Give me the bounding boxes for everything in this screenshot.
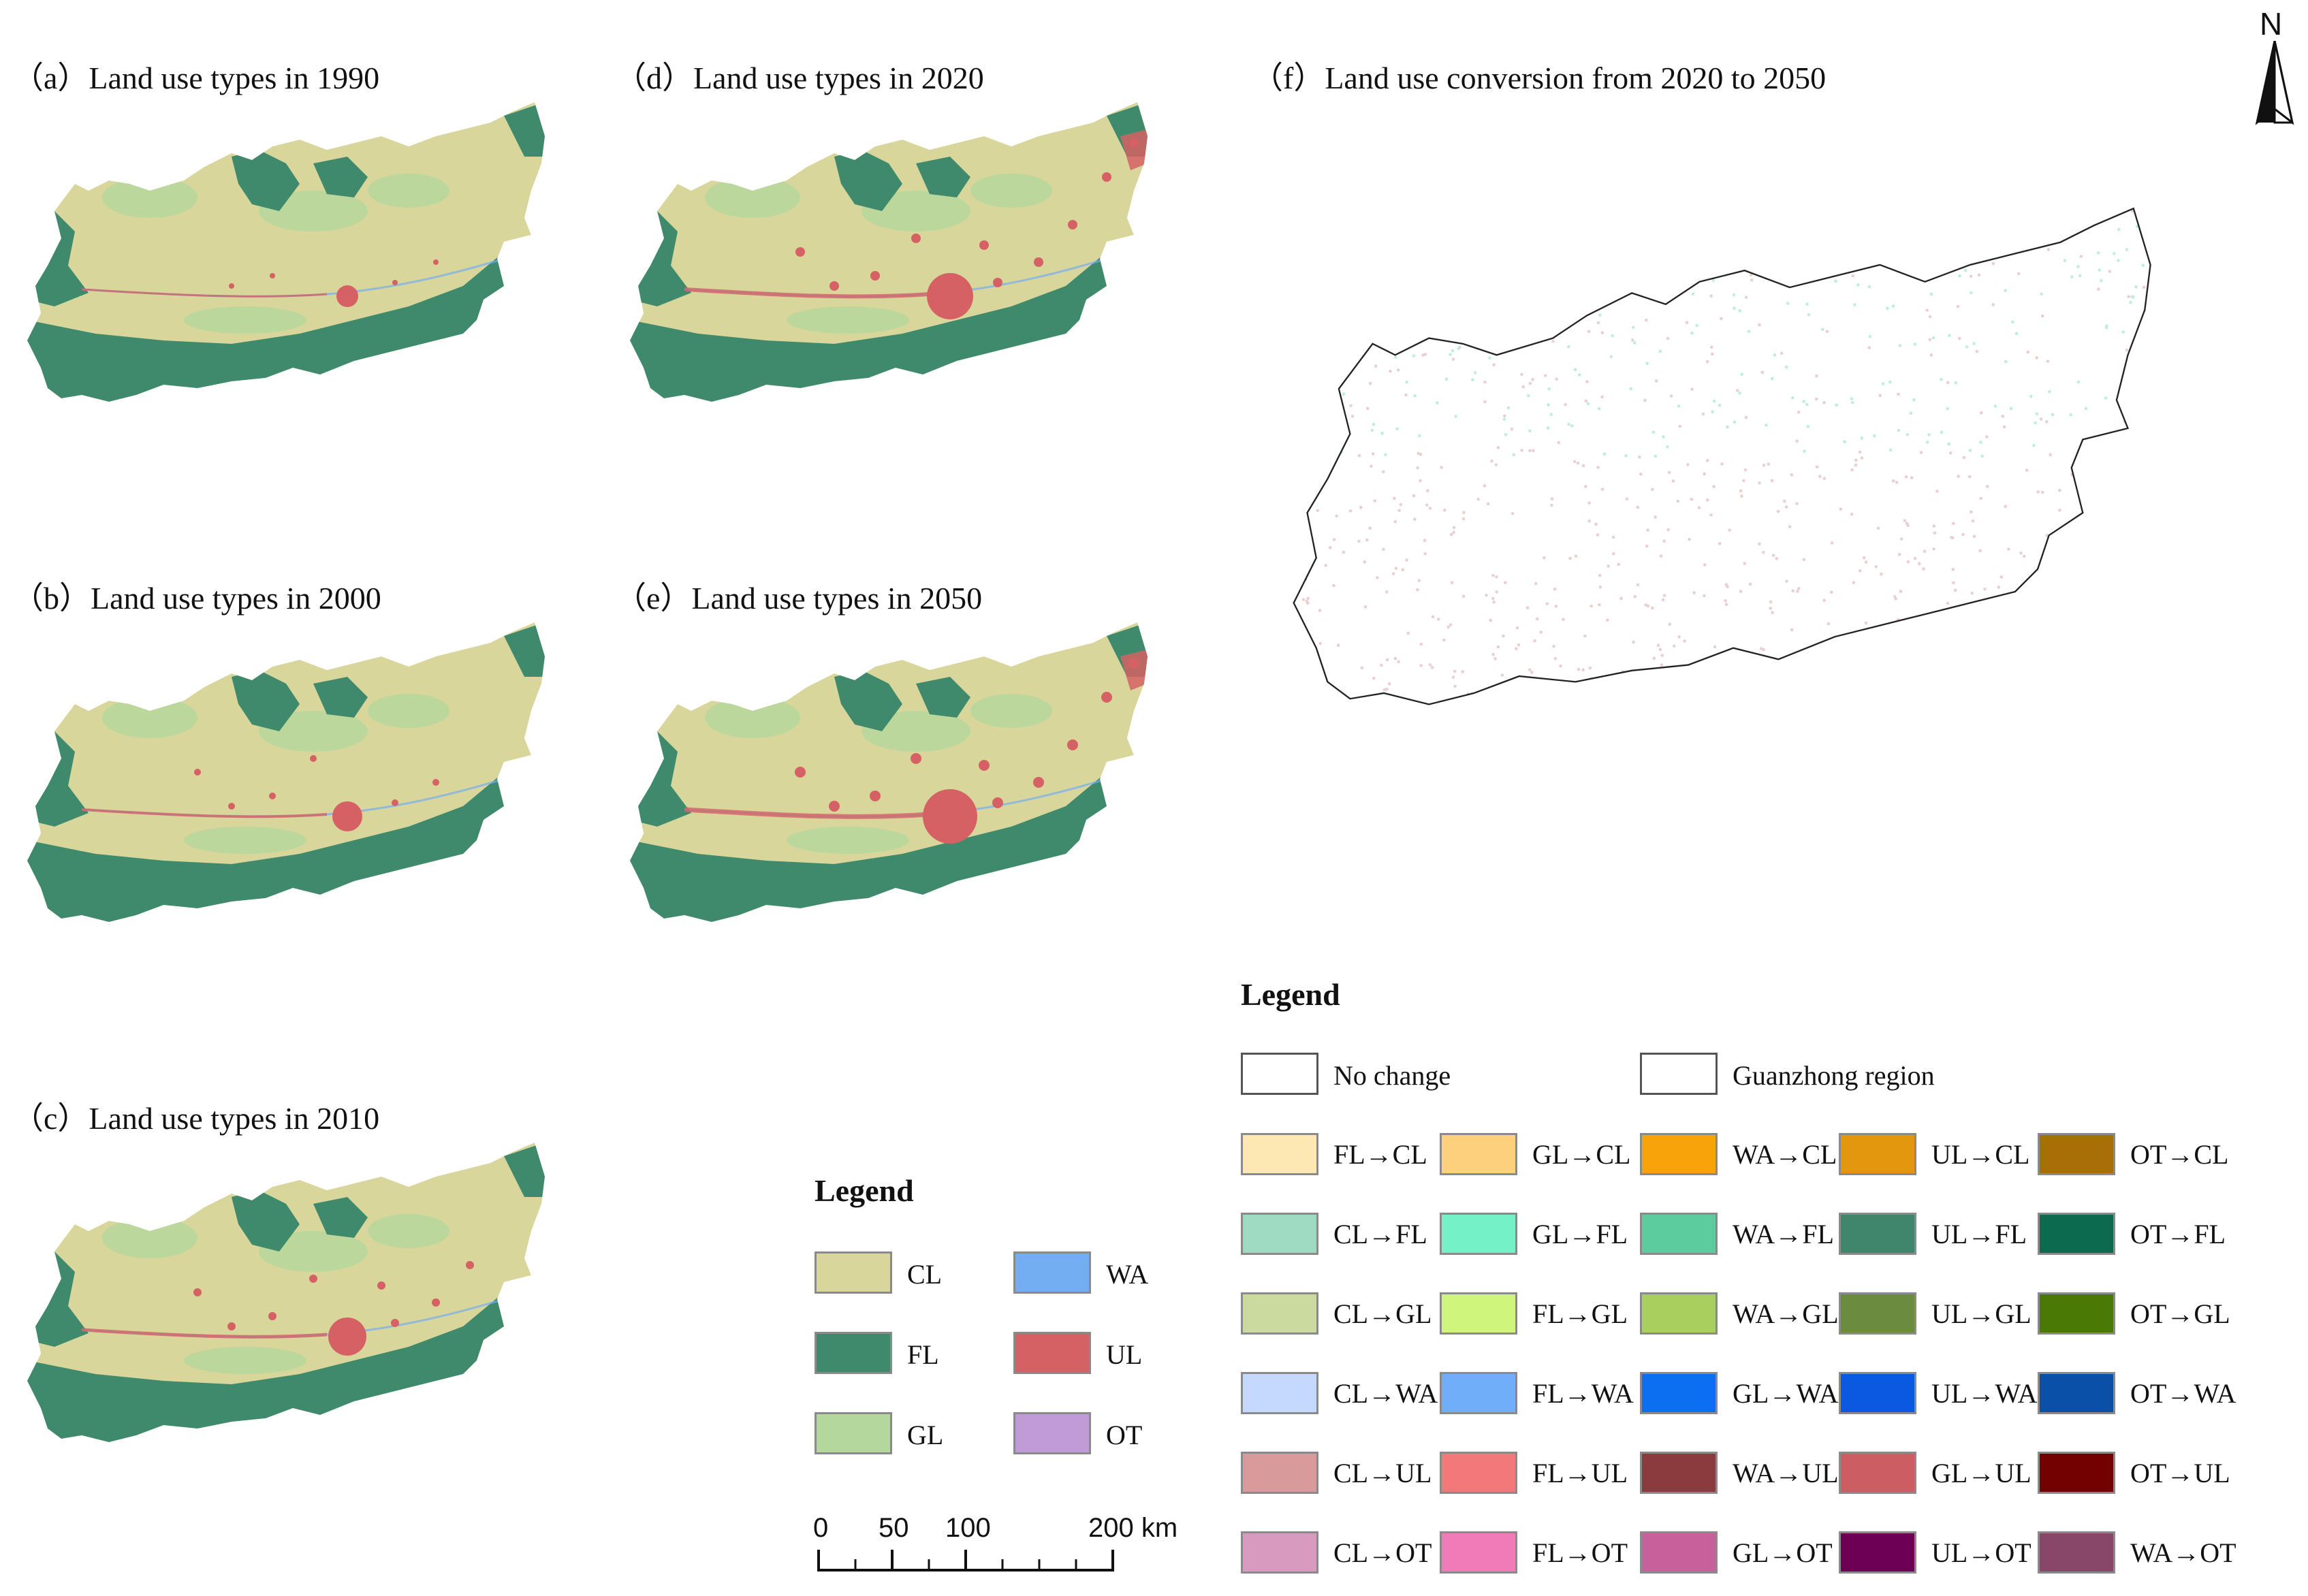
- legend-swatch-ul-to-wa: [1839, 1372, 1916, 1414]
- legend-label-wa: WA: [1106, 1259, 1149, 1290]
- legend-swatch-ul-to-fl: [1839, 1213, 1916, 1255]
- legend-label-ot-to-wa: OT→WA: [2130, 1378, 2236, 1409]
- legend-swatch-fl-to-ot: [1440, 1531, 1517, 1574]
- legend-label-ot-to-fl: OT→FL: [2130, 1219, 2226, 1249]
- legend-label-ot-to-cl: OT→CL: [2130, 1139, 2229, 1170]
- north-arrow-icon: [2255, 41, 2294, 125]
- legend-label-ul-to-gl: UL→GL: [1931, 1298, 2032, 1329]
- legend-label-ot-to-ul: OT→UL: [2130, 1458, 2230, 1488]
- legend-label-gl-to-ot: GL→OT: [1733, 1537, 1833, 1568]
- legend-label-fl-to-ot: FL→OT: [1532, 1537, 1628, 1568]
- legend-label-region: Guanzhong region: [1733, 1060, 1935, 1091]
- legend-label-wa-to-ul: WA→UL: [1733, 1458, 1839, 1488]
- legend-swatch-cl: [815, 1251, 892, 1294]
- legend-label-cl: CL: [907, 1259, 943, 1290]
- legend-label-fl-to-cl: FL→CL: [1333, 1139, 1427, 1170]
- legend-swatch-fl: [815, 1332, 892, 1374]
- legend-swatch-ot-to-fl: [2038, 1213, 2115, 1255]
- legend-swatch-wa: [1013, 1251, 1091, 1294]
- legend-label-fl-to-wa: FL→WA: [1532, 1378, 1634, 1409]
- legend-label-wa-to-cl: WA→CL: [1733, 1139, 1837, 1170]
- scale-label-200km: 200 km: [1088, 1513, 1178, 1543]
- legend-label-ot: OT: [1106, 1420, 1143, 1450]
- legend-label-fl-to-ul: FL→UL: [1532, 1458, 1628, 1488]
- map-2050: [630, 622, 1148, 922]
- legend-label-cl-to-ot: CL→OT: [1333, 1537, 1432, 1568]
- legend-swatch-region: [1640, 1053, 1718, 1095]
- map-2020: [630, 102, 1148, 402]
- legend-swatch-fl-to-cl: [1241, 1133, 1318, 1175]
- legend-swatch-wa-to-fl: [1640, 1213, 1718, 1255]
- scale-label-100: 100: [945, 1513, 991, 1543]
- legend-label-ul-to-fl: UL→FL: [1931, 1219, 2027, 1249]
- legend-swatch-wa-to-cl: [1640, 1133, 1718, 1175]
- legend-swatch-gl-to-cl: [1440, 1133, 1517, 1175]
- legend-swatch-fl-to-wa: [1440, 1372, 1517, 1414]
- legend-label-ul-to-ot: UL→OT: [1931, 1537, 2032, 1568]
- legend-swatch-ul-to-cl: [1839, 1133, 1916, 1175]
- legend-swatch-ul: [1013, 1332, 1091, 1374]
- legend-swatch-ot-to-wa: [2038, 1372, 2115, 1414]
- panel-title-c: （c）Land use types in 2010: [12, 1101, 380, 1136]
- legend-swatch-no-change: [1241, 1053, 1318, 1095]
- scale-label-0: 0: [813, 1513, 829, 1543]
- legend-title-types: Legend: [815, 1173, 914, 1208]
- legend-label-ul-to-wa: UL→WA: [1931, 1378, 2038, 1409]
- panel-title-d: （d）Land use types in 2020: [615, 61, 984, 95]
- legend-swatch-fl-to-ul: [1440, 1452, 1517, 1494]
- legend-label-cl-to-gl: CL→GL: [1333, 1298, 1432, 1329]
- legend-label-ul-to-cl: UL→CL: [1931, 1139, 2030, 1170]
- scale-bar: [817, 1550, 1114, 1571]
- legend-swatch-wa-to-gl: [1640, 1292, 1718, 1335]
- legend-label-gl-to-wa: GL→WA: [1733, 1378, 1839, 1409]
- legend-swatch-cl-to-gl: [1241, 1292, 1318, 1335]
- legend-label-wa-to-fl: WA→FL: [1733, 1219, 1834, 1249]
- legend-swatch-ot-to-ul: [2038, 1452, 2115, 1494]
- legend-swatch-ot-to-cl: [2038, 1133, 2115, 1175]
- legend-swatch-wa-to-ul: [1640, 1452, 1718, 1494]
- legend-swatch-cl-to-fl: [1241, 1213, 1318, 1255]
- legend-swatch-ot-to-gl: [2038, 1292, 2115, 1335]
- scale-label-50: 50: [879, 1513, 909, 1543]
- legend-swatch-gl-to-ul: [1839, 1452, 1916, 1494]
- legend-swatch-gl-to-ot: [1640, 1531, 1718, 1574]
- panel-title-b: （b）Land use types in 2000: [12, 581, 381, 616]
- map-2010: [27, 1143, 545, 1442]
- north-letter: N: [2260, 6, 2283, 42]
- legend-label-ot-to-gl: OT→GL: [2130, 1298, 2230, 1329]
- legend-title-conversion: Legend: [1241, 977, 1340, 1012]
- legend-label-cl-to-fl: CL→FL: [1333, 1219, 1427, 1249]
- legend-swatch-gl-to-fl: [1440, 1213, 1517, 1255]
- legend-swatch-fl-to-gl: [1440, 1292, 1517, 1335]
- legend-label-wa-to-ot: WA→OT: [2130, 1537, 2236, 1568]
- legend-swatch-cl-to-wa: [1241, 1372, 1318, 1414]
- legend-label-gl-to-cl: GL→CL: [1532, 1139, 1631, 1170]
- legend-label-ul: UL: [1106, 1339, 1143, 1370]
- legend-swatch-ul-to-gl: [1839, 1292, 1916, 1335]
- legend-swatch-gl-to-wa: [1640, 1372, 1718, 1414]
- map-2000: [27, 622, 545, 922]
- legend-swatch-gl: [815, 1412, 892, 1454]
- map-1990: [27, 102, 545, 402]
- legend-label-fl: FL: [907, 1339, 939, 1370]
- legend-swatch-wa-to-ot: [2038, 1531, 2115, 1574]
- legend-label-gl-to-ul: GL→UL: [1931, 1458, 2032, 1488]
- legend-label-cl-to-ul: CL→UL: [1333, 1458, 1432, 1488]
- legend-label-fl-to-gl: FL→GL: [1532, 1298, 1628, 1329]
- map-conversion-2020-2050: [1293, 207, 2151, 705]
- panel-title-f: （f）Land use conversion from 2020 to 2050: [1252, 61, 1827, 95]
- legend-label-wa-to-gl: WA→GL: [1733, 1298, 1839, 1329]
- panel-title-e: （e）Land use types in 2050: [615, 581, 983, 616]
- panel-title-a: （a）Land use types in 1990: [12, 61, 380, 95]
- legend-swatch-cl-to-ul: [1241, 1452, 1318, 1494]
- legend-label-gl: GL: [907, 1420, 944, 1450]
- legend-label-no-change: No change: [1333, 1060, 1451, 1091]
- legend-swatch-ot: [1013, 1412, 1091, 1454]
- legend-label-cl-to-wa: CL→WA: [1333, 1378, 1438, 1409]
- legend-swatch-cl-to-ot: [1241, 1531, 1318, 1574]
- legend-label-gl-to-fl: GL→FL: [1532, 1219, 1628, 1249]
- legend-swatch-ul-to-ot: [1839, 1531, 1916, 1574]
